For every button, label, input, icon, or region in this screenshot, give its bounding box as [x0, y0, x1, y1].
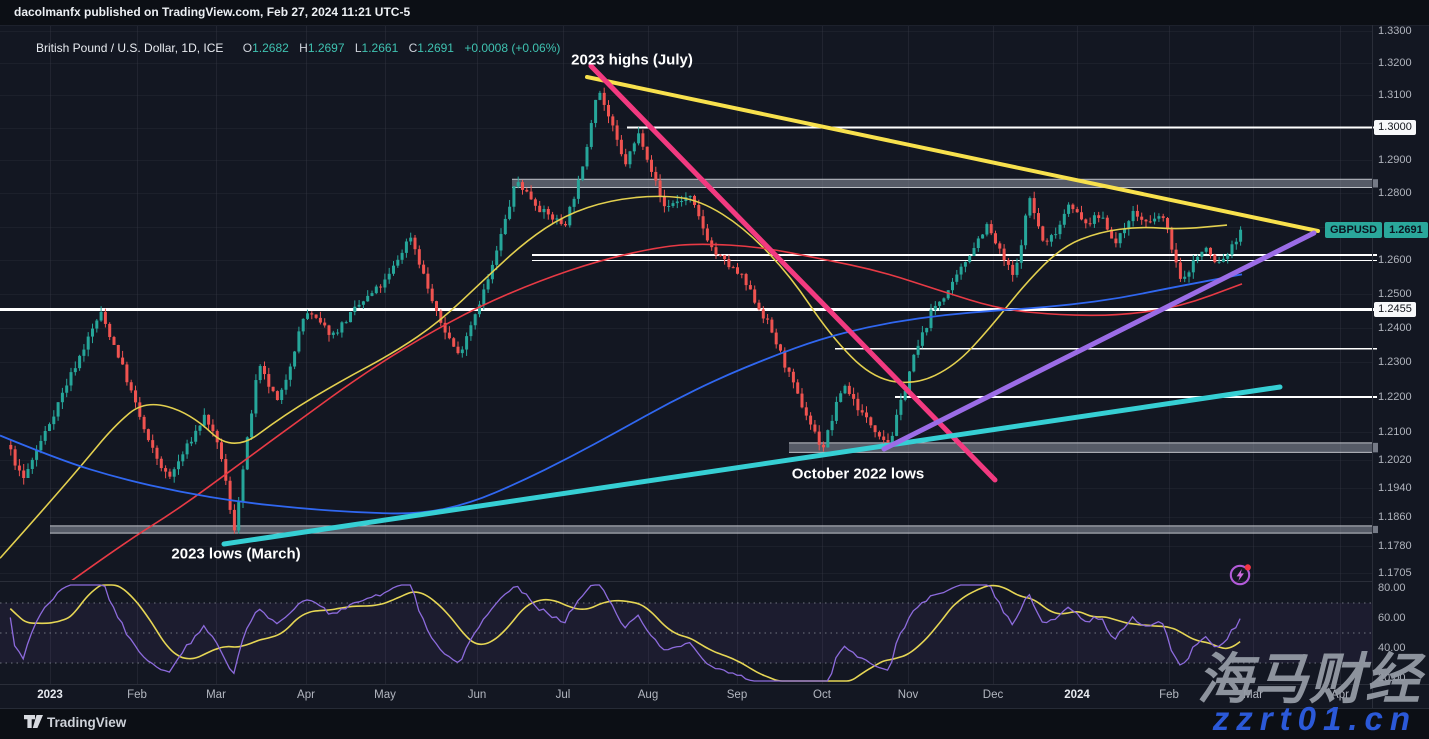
- watermark-url: zzrt01.cn: [1212, 700, 1417, 737]
- lightning-icon: [1229, 564, 1251, 586]
- ma-fast-yellow: [0, 195, 1228, 559]
- publish-header-strip: [0, 0, 1429, 25]
- notification-dot: [1244, 564, 1251, 571]
- ma-mid-red: [71, 243, 1243, 580]
- rsi-ma-line: [9, 584, 1241, 682]
- tradingview-brand-text[interactable]: TradingView: [47, 715, 127, 730]
- ma-slow-blue: [0, 273, 1243, 515]
- long-uptrend-cyan: [221, 384, 1283, 547]
- rising-support-purple: [881, 230, 1317, 452]
- steep-downtrend-pink: [588, 63, 998, 483]
- descending-resistance-yellow: [585, 75, 1320, 233]
- watermark-chinese: 海马财经: [1196, 648, 1421, 710]
- rsi-line: [9, 584, 1241, 682]
- tradingview-logo-icon[interactable]: [24, 714, 44, 736]
- reactions-flash-button[interactable]: [1227, 561, 1254, 593]
- footer-strip: [0, 708, 1429, 739]
